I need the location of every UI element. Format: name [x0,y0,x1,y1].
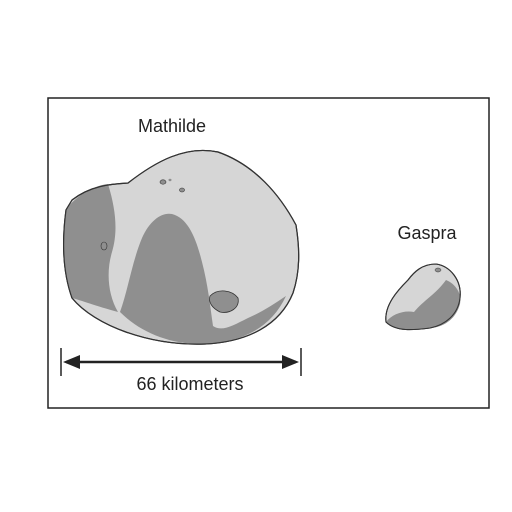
gaspra-pit [434,267,442,273]
scale-bar-label: 66 kilometers [136,374,243,394]
mathilde-pit [168,178,172,182]
scale-bar-arrow-right [282,355,299,369]
mathilde-central-crater [120,213,286,345]
mathilde-pit [159,179,167,185]
mathilde-asteroid [62,149,300,345]
mathilde-crater-small [209,290,239,313]
gaspra-shadow [386,280,461,330]
scale-bar [60,348,302,376]
gaspra-outline [385,263,461,331]
gaspra-asteroid [385,263,461,331]
mathilde-pit [179,187,185,193]
mathilde-shadow-left [63,184,118,312]
mathilde-pit [100,241,108,251]
mathilde-label: Mathilde [138,116,206,136]
scale-bar-arrow-left [63,355,80,369]
gaspra-label: Gaspra [397,223,457,243]
mathilde-outline [62,149,300,345]
